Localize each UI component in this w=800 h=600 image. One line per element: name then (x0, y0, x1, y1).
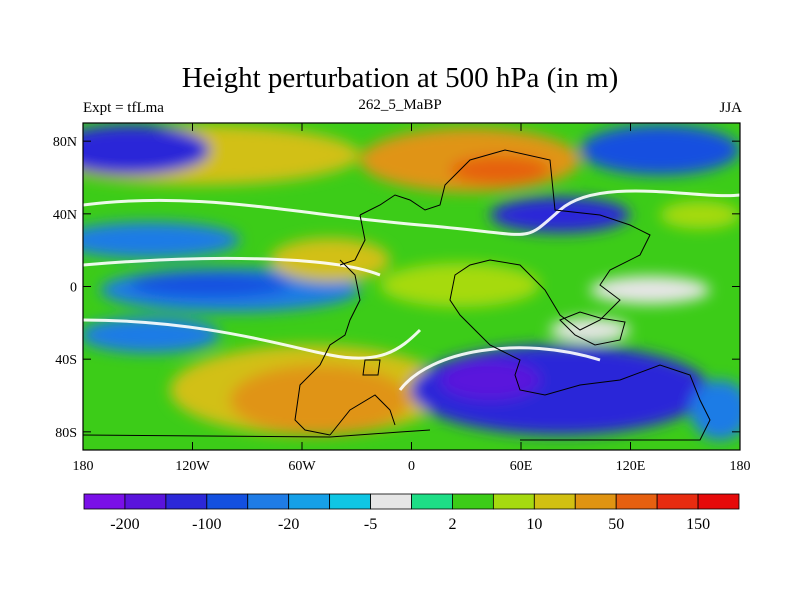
lon-tick-label: 120E (616, 459, 646, 474)
zero-contour-tropics (83, 256, 381, 277)
antarctic-peninsula-outline (329, 394, 396, 436)
field-east-pacific-core (130, 273, 290, 297)
field-east-asia-high (660, 201, 740, 229)
field-australia-neutral (550, 318, 630, 342)
colorbar-swatch (697, 493, 740, 510)
colorbar-swatch (411, 493, 453, 510)
colorbar-swatch (615, 493, 658, 510)
field-north-pacific-low (83, 125, 210, 175)
colorbar-swatch (288, 493, 331, 510)
colorbar-label: 2 (448, 516, 456, 533)
colorbar-label: -20 (278, 516, 299, 533)
antarctica-outline (83, 429, 431, 438)
colorbar-label: -5 (364, 516, 377, 533)
field-south-atlantic-high (230, 365, 410, 435)
colorbar-swatch (533, 493, 576, 510)
season-label: JJA (719, 100, 742, 116)
colorbar-label: 150 (686, 516, 710, 533)
lat-tick-label: 40S (55, 353, 77, 368)
lon-tick-label: 0 (408, 459, 415, 474)
lat-tick-label: 40N (53, 208, 77, 223)
colorbar-label: -200 (110, 516, 139, 533)
island-outline (362, 359, 381, 376)
zero-contour-south (83, 318, 422, 360)
colorbar-swatch (452, 493, 494, 510)
colorbar-label: -100 (192, 516, 221, 533)
colorbar-swatch (124, 493, 167, 510)
colorbar-swatch (206, 493, 249, 510)
zero-contour-southern-ocean (398, 346, 601, 391)
field-indian-ocean-high (380, 263, 540, 307)
colorbar-label: 50 (608, 516, 624, 533)
lon-tick-label: 60W (288, 459, 316, 474)
colorbar-swatch (656, 493, 699, 510)
axis-ticks: 180 120W 60W 0 60E 120E 180 80N 40N 0 40S 80S (53, 123, 751, 474)
field-southwest-pacific-low (690, 380, 740, 440)
field-subtropical-pacific-low (83, 222, 240, 258)
colorbar-swatch (574, 493, 617, 510)
south-america-outline (294, 259, 361, 436)
field-southern-indian-min (440, 360, 540, 400)
field-west-pacific-neutral (590, 276, 710, 304)
colorbar-swatch (165, 493, 208, 510)
lon-tick-label: 180 (730, 459, 751, 474)
page-title: Height perturbation at 500 hPa (in m) (181, 62, 619, 94)
australia-outline (559, 311, 626, 346)
experiment-label: Expt = tfLma (83, 100, 164, 116)
field-northwest-pacific-low (580, 125, 740, 175)
field-siberia-max (450, 156, 550, 184)
colorbar: -200 -100 -20 -5 2 10 50 150 (83, 493, 740, 533)
lat-tick-label: 80N (53, 135, 77, 150)
lon-tick-label: 60E (510, 459, 533, 474)
eurasia-africa-outline (359, 149, 711, 441)
coastlines (83, 149, 711, 441)
colorbar-swatch (492, 493, 535, 510)
lat-tick-label: 80S (55, 426, 77, 441)
colorbar-swatch (370, 493, 412, 510)
colorbar-swatch (247, 493, 290, 510)
lon-tick-label: 120W (175, 459, 210, 474)
zero-contour-north (83, 189, 740, 236)
central-america-outline (339, 214, 366, 266)
colorbar-swatch (83, 493, 126, 510)
colorbar-label: 10 (526, 516, 542, 533)
period-label: 262_5_MaBP (358, 97, 442, 113)
contour-field (83, 123, 740, 450)
lon-tick-label: 180 (73, 459, 94, 474)
lat-tick-label: 0 (70, 281, 77, 296)
field-central-asia-low (490, 197, 630, 233)
colorbar-swatch (329, 493, 371, 510)
